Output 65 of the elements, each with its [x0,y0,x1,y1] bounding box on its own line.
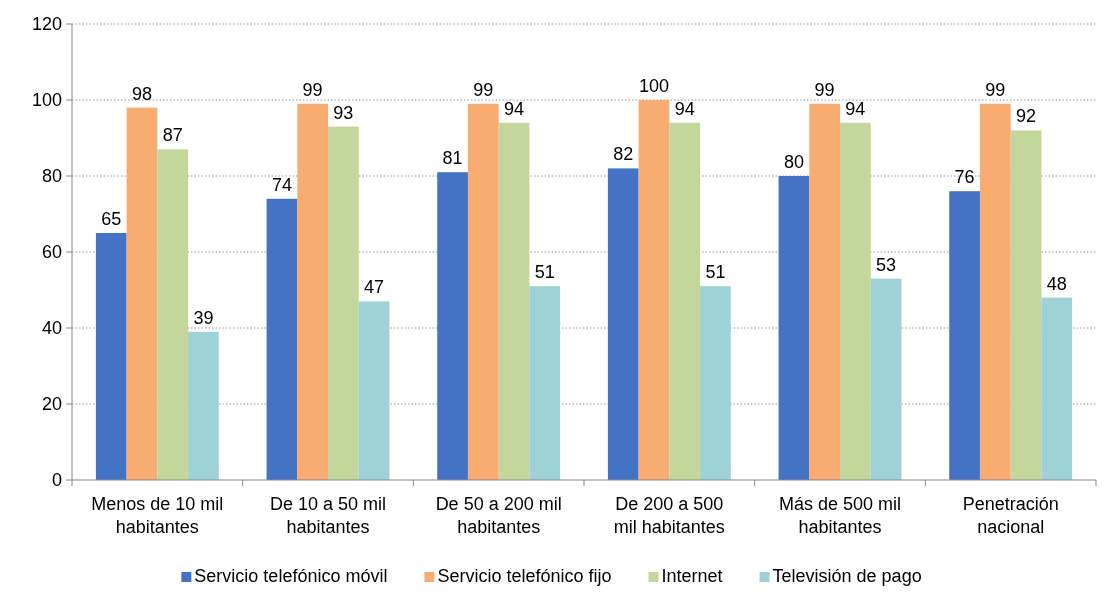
bar [669,122,701,480]
bar [266,198,298,480]
data-label: 99 [473,79,494,100]
bar [840,122,871,480]
y-tick-label: 60 [41,242,62,263]
data-label: 98 [131,83,152,104]
data-label: 82 [613,144,634,165]
data-label: 48 [1046,273,1067,294]
legend-label: Internet [661,566,723,586]
legend-label: Servicio telefónico fijo [437,566,612,586]
bar [126,107,158,480]
bar [95,233,127,480]
y-tick-label: 40 [41,318,62,339]
data-label: 65 [101,209,122,229]
x-tick-label: Menos de 10 mil habitantes [91,494,224,537]
data-label: 47 [364,277,385,298]
y-tick-label: 100 [31,90,62,111]
data-label: 51 [534,262,555,283]
bar [607,168,639,480]
bar [778,176,810,480]
data-label: 99 [814,79,835,100]
bar [949,191,980,480]
data-label: 39 [193,307,214,328]
bar [1041,297,1073,480]
data-label: 76 [954,167,975,188]
data-label: 93 [333,102,354,123]
y-tick-label: 120 [31,14,62,35]
bar [529,286,561,480]
data-label: 87 [162,125,183,146]
legend-label: Televisión de pago [772,566,922,586]
bar [437,172,468,480]
data-label: 99 [985,79,1006,100]
y-tick-label: 0 [51,470,62,491]
bar [498,122,530,480]
bar [358,301,390,480]
y-tick-label: 80 [41,166,62,187]
data-label: 80 [783,152,804,172]
y-tick-label: 20 [41,394,62,415]
data-label: 74 [271,174,292,195]
x-tick-label: De 200 a 500 mil habitantes [613,494,725,537]
bar [870,278,902,480]
data-label: 94 [845,98,866,119]
bar [1010,130,1042,480]
bar [157,149,189,480]
legend-label: Servicio telefónico móvil [194,566,388,586]
bar [297,103,328,480]
data-label: 99 [302,79,323,100]
bar [328,126,359,480]
bar [979,103,1011,480]
data-label: 53 [876,254,897,275]
bar [638,100,670,480]
data-label: 81 [442,148,463,169]
data-label: 94 [674,98,695,119]
x-tick-label: Penetración nacional [962,494,1059,537]
bar [700,286,731,480]
bar [188,331,219,480]
data-label: 92 [1016,106,1037,127]
x-tick-label: De 50 a 200 mil habitantes [435,494,562,537]
x-tick-label: De 10 a 50 mil habitantes [269,494,387,537]
data-label: 51 [705,262,726,283]
x-tick-label: Más de 500 mil habitantes [778,494,902,537]
bar [467,103,499,480]
data-label: 94 [504,98,525,119]
bar [809,103,840,480]
data-label: 100 [638,76,669,96]
